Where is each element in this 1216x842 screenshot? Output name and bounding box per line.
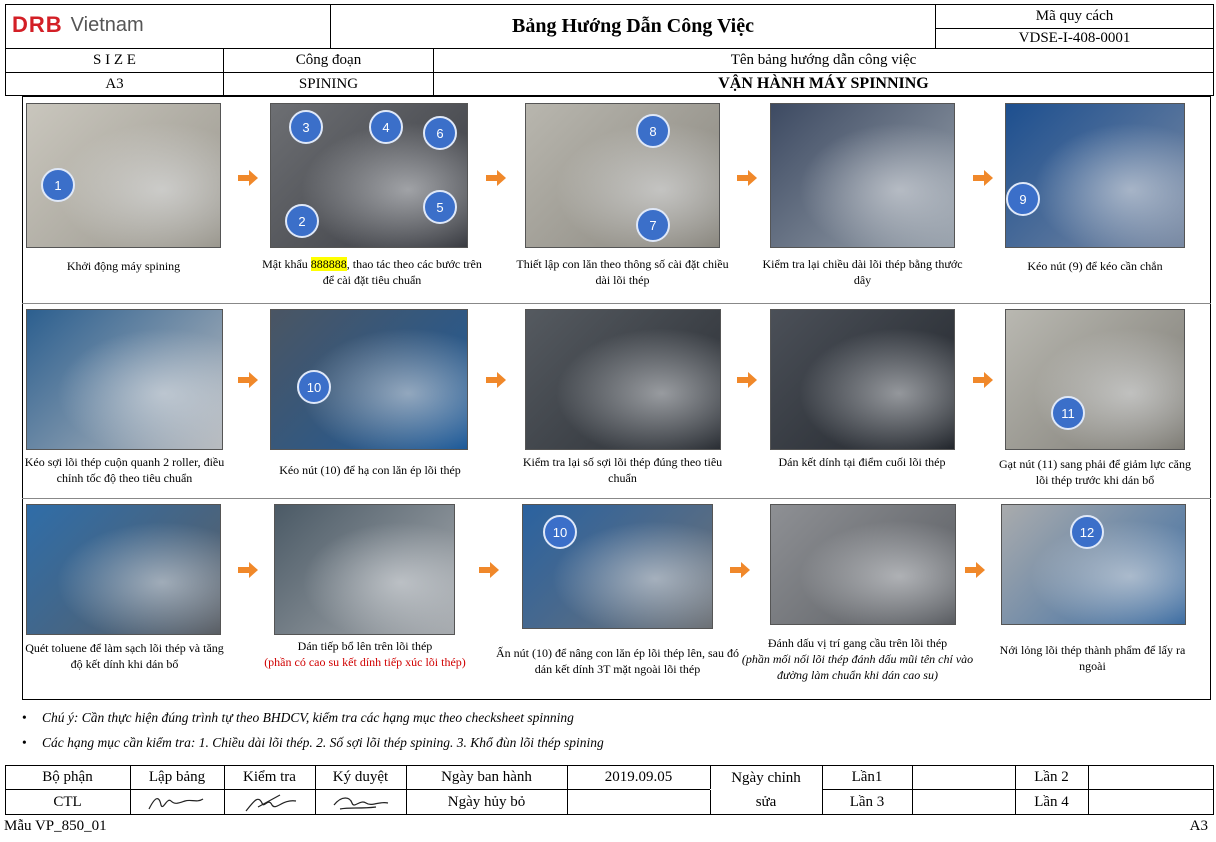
step-number-badge: 6 xyxy=(423,116,457,150)
arrow-right-icon xyxy=(238,562,258,578)
issue-date-value: 2019.09.05 xyxy=(604,768,673,785)
step-number-badge: 5 xyxy=(423,190,457,224)
step-number-badge: 10 xyxy=(543,515,577,549)
step-photo: 12 xyxy=(1001,504,1186,625)
logo-text: Vietnam xyxy=(70,13,144,36)
signature-prepared xyxy=(148,798,204,810)
step-photo xyxy=(770,103,955,248)
spec-code-label: Mã quy cách xyxy=(1035,7,1114,24)
arrow-right-icon xyxy=(737,170,757,186)
steps-frame xyxy=(22,96,1211,700)
step-photo xyxy=(770,309,955,450)
step-number-badge: 3 xyxy=(289,110,323,144)
step-caption: Khởi động máy spining xyxy=(66,259,181,273)
note-caution: Chú ý: Cần thực hiện đúng trình tự theo … xyxy=(22,710,574,726)
rev2-label: Lần 2 xyxy=(1034,768,1069,785)
arrow-right-icon xyxy=(486,170,506,186)
logo-brand: DRB xyxy=(12,12,63,37)
step-caption: Dán tiếp bổ lên trên lõi thép (phần có ca… xyxy=(264,639,466,669)
step-number-badge: 7 xyxy=(636,208,670,242)
step-photo: 1 xyxy=(26,103,221,248)
rev1-label: Lần1 xyxy=(851,768,883,785)
signature-approved xyxy=(333,797,389,810)
step-number-badge: 12 xyxy=(1070,515,1104,549)
issue-date-label: Ngày ban hành xyxy=(441,768,532,785)
dept-label: Bộ phận xyxy=(42,768,93,785)
step-number-badge: 2 xyxy=(285,204,319,238)
size-label: S I Z E xyxy=(93,52,136,68)
step-photo xyxy=(274,504,455,635)
arrow-right-icon xyxy=(238,170,258,186)
dept-value: CTL xyxy=(53,793,82,810)
step-caption: Kiểm tra lại chiều dài lõi thép bằng thư… xyxy=(762,257,963,287)
step-number-badge: 4 xyxy=(369,110,403,144)
step-caption: Mật khẩu 888888, thao tác theo các bước … xyxy=(262,257,482,287)
arrow-right-icon xyxy=(973,170,993,186)
step-number-badge: 8 xyxy=(636,114,670,148)
step-photo xyxy=(770,504,956,625)
process-label: Công đoạn xyxy=(295,52,362,68)
rev4-label: Lần 4 xyxy=(1034,793,1069,810)
footer-table xyxy=(5,765,1214,815)
step-caption: Quét toluene để làm sạch lõi thép và tăn… xyxy=(25,641,224,671)
step-number-badge: 10 xyxy=(297,370,331,404)
size-value: A3 xyxy=(105,75,124,92)
arrow-right-icon xyxy=(486,372,506,388)
step-photo: 10 xyxy=(270,309,468,450)
process-value: SPINING xyxy=(298,75,359,92)
arrow-right-icon xyxy=(965,562,985,578)
signature-checked xyxy=(245,794,297,812)
step-caption: Kéo nút (10) để hạ con lăn ép lõi thép xyxy=(279,463,461,477)
arrow-right-icon xyxy=(973,372,993,388)
step-photo xyxy=(26,504,221,635)
revision-label: Ngày chỉnh sửa xyxy=(731,770,801,810)
step-caption: Kiểm tra lại số sợi lõi thép đúng theo t… xyxy=(522,455,723,485)
spec-code-value: VDSE-I-408-0001 xyxy=(1018,30,1131,46)
guide-name-value: VẬN HÀNH MÁY SPINNING xyxy=(718,75,929,92)
step-caption: Nới lỏng lõi thép thành phẩm để lấy ra n… xyxy=(999,643,1186,673)
page-size: A3 xyxy=(1189,818,1208,834)
approved-label: Ký duyệt xyxy=(332,768,389,785)
step-caption: Thiết lập con lăn theo thông số cài đặt … xyxy=(516,257,729,287)
step-photo: 10 xyxy=(522,504,713,629)
form-code: Mẫu VP_850_01 xyxy=(4,818,107,834)
rev3-label: Lần 3 xyxy=(849,793,885,810)
step-photo xyxy=(525,309,721,450)
note-check-items: Các hạng mục cần kiểm tra: 1. Chiều dài … xyxy=(22,735,604,751)
company-logo: DRB Vietnam xyxy=(12,12,144,38)
arrow-right-icon xyxy=(479,562,499,578)
step-number-badge: 9 xyxy=(1006,182,1040,216)
guide-name-label: Tên bảng hướng dẫn công việc xyxy=(730,52,917,68)
arrow-right-icon xyxy=(238,372,258,388)
step-caption: Kéo sợi lõi thép cuộn quanh 2 roller, đi… xyxy=(24,455,225,485)
prepared-label: Lập bảng xyxy=(148,768,206,785)
step-number-badge: 11 xyxy=(1051,396,1085,430)
cancel-date-label: Ngày hủy bỏ xyxy=(447,793,526,810)
step-photo xyxy=(26,309,223,450)
step-photo: 11 xyxy=(1005,309,1185,450)
page-title: Bảng Hướng Dẫn Công Việc xyxy=(511,15,754,37)
step-caption: Ấn nút (10) để nâng con lăn ép lõi thép … xyxy=(496,646,739,676)
arrow-right-icon xyxy=(737,372,757,388)
checked-label: Kiểm tra xyxy=(243,768,296,785)
step-number-badge: 1 xyxy=(41,168,75,202)
step-caption: Gạt nút (11) sang phải để giảm lực căng … xyxy=(999,457,1191,487)
step-photo: 9 xyxy=(1005,103,1185,248)
step-caption: Kéo nút (9) để kéo cần chắn xyxy=(1027,259,1163,273)
arrow-right-icon xyxy=(730,562,750,578)
step-caption: Dán kết dính tại điểm cuối lõi thép xyxy=(778,455,946,469)
step-caption: Đánh dấu vị trí gang cầu trên lõi thép (p… xyxy=(741,636,974,682)
